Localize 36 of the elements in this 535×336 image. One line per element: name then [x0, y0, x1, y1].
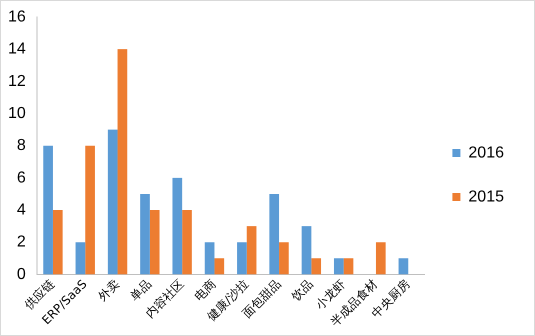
y-tick-label: 4: [16, 201, 26, 218]
y-tick-label: 2: [16, 234, 26, 251]
bar: [311, 258, 322, 274]
bar: [398, 258, 408, 274]
y-tick-label: 16: [8, 8, 26, 26]
bar: [118, 49, 128, 274]
bar: [279, 242, 289, 274]
bar: [76, 242, 86, 274]
bar: [376, 242, 386, 274]
bar: [269, 194, 280, 274]
y-tick-label: 12: [8, 72, 26, 90]
bar: [246, 226, 256, 274]
x-tick-label: 单品: [127, 276, 154, 304]
bar: [150, 210, 160, 274]
y-tick-label: 6: [16, 169, 26, 186]
legend-label: 2016: [468, 144, 504, 162]
bar: [172, 178, 182, 274]
y-tick-label: 0: [16, 266, 26, 283]
bar: [52, 210, 63, 274]
x-tick-label: 外卖: [95, 276, 122, 304]
bar: [334, 258, 344, 274]
x-tick-label: 饮品: [288, 276, 316, 304]
bar: [204, 242, 214, 274]
bar: [43, 146, 53, 274]
y-tick-label: 10: [8, 104, 26, 122]
bar: [237, 242, 247, 274]
y-tick-label: 8: [16, 137, 26, 154]
bar: [214, 258, 224, 274]
bar: [344, 258, 354, 274]
bar: [182, 210, 192, 274]
bar: [302, 226, 312, 274]
legend-label: 2015: [468, 188, 504, 206]
bar: [85, 146, 95, 274]
bar: [140, 194, 150, 274]
bar: [108, 130, 118, 274]
y-tick-label: 14: [8, 40, 26, 58]
